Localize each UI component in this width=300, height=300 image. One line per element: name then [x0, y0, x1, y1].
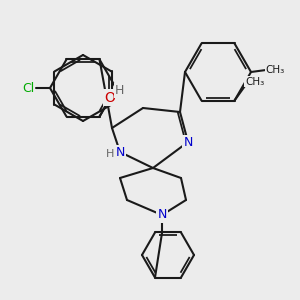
Text: Cl: Cl: [22, 82, 34, 94]
Text: N: N: [157, 208, 167, 221]
Text: O: O: [104, 91, 115, 105]
Text: CH₃: CH₃: [245, 76, 264, 87]
Text: H: H: [106, 149, 114, 159]
Text: N: N: [183, 136, 193, 148]
Text: CH₃: CH₃: [266, 65, 285, 75]
Text: H: H: [115, 84, 124, 97]
Text: N: N: [115, 146, 125, 158]
